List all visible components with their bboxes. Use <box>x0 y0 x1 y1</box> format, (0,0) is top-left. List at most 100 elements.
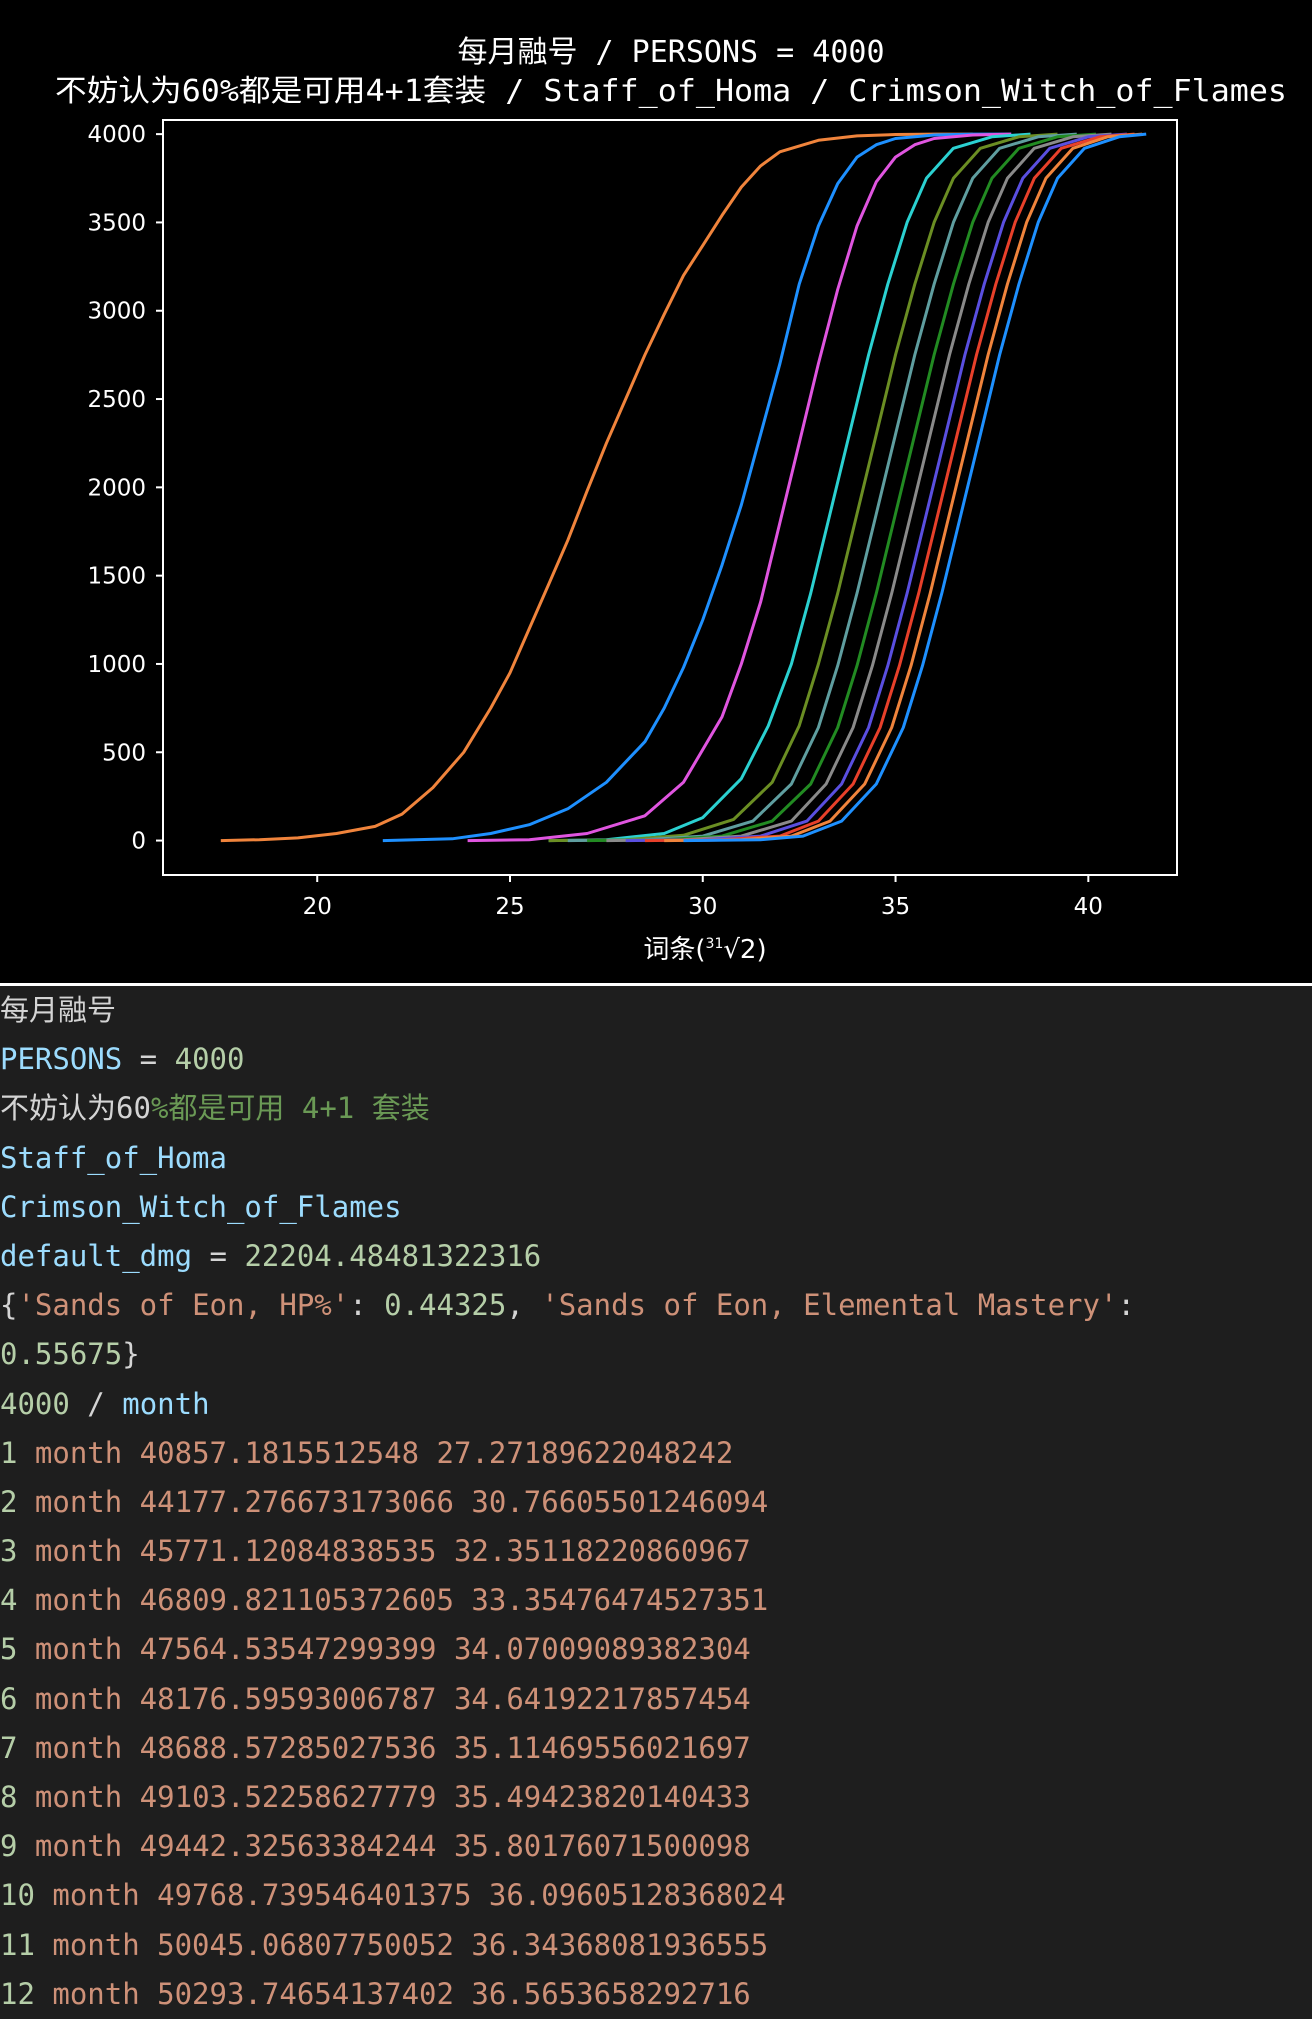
console-text-segment: 1 <box>0 1435 18 1470</box>
console-text-segment: month 40857.1815512548 27.27189622048242 <box>17 1435 734 1470</box>
console-line: 10 month 49768.739546401375 36.096051283… <box>0 1871 1312 1920</box>
console-text-segment: default_dmg <box>0 1238 193 1273</box>
console-text-segment: 8 <box>0 1780 18 1814</box>
console-text-segment: 60 <box>116 1091 151 1126</box>
console-line: 不妨认为60%都是可用 4+1 套装 <box>0 1084 1312 1133</box>
console-text-segment: 每月融号 <box>0 993 117 1027</box>
series-line-2 <box>382 132 1012 843</box>
y-tick-label: 2000 <box>87 475 146 501</box>
console-line: 每月融号 <box>0 986 1312 1035</box>
y-tick-label: 2500 <box>87 387 146 413</box>
x-tick-label: 20 <box>303 894 332 920</box>
console-text-segment: 6 <box>0 1681 18 1716</box>
console-line: {'Sands of Eon, HP%': 0.44325, 'Sands of… <box>0 1281 1312 1330</box>
console-line: 3 month 45771.12084838535 32.35118220860… <box>0 1527 1312 1576</box>
console-text-segment: %都是可用 4+1 套装 <box>150 1091 430 1126</box>
y-tick-label: 3500 <box>87 210 146 236</box>
console-line: 2 month 44177.276673173066 30.7660550124… <box>0 1478 1312 1527</box>
console-text-segment: 0.55675 <box>0 1337 123 1372</box>
console-text-segment: 11 <box>0 1927 35 1962</box>
y-tick-label: 3000 <box>87 299 146 325</box>
plot-frame <box>162 119 1178 876</box>
console-text-segment: 22204.48481322316 <box>244 1238 542 1273</box>
console-text-segment: 12 <box>0 1976 35 2011</box>
console-line: 12 month 50293.74654137402 36.5653658292… <box>0 1970 1312 2019</box>
console-line: 9 month 49442.32563384244 35.80176071500… <box>0 1822 1312 1871</box>
console-line: Staff_of_Homa <box>0 1134 1312 1183</box>
console-line: 5 month 47564.53547299399 34.07009089382… <box>0 1625 1312 1674</box>
series-line-9 <box>625 132 1128 843</box>
y-tick-label: 1000 <box>87 652 146 678</box>
series-line-4 <box>548 132 1031 843</box>
console-text-segment: 3 <box>0 1534 18 1569</box>
series-line-1 <box>220 132 973 843</box>
series-line-3 <box>467 132 1012 843</box>
console-text-segment: PERSONS <box>0 1042 123 1077</box>
x-axis-label-index: 31 <box>706 936 724 952</box>
console-line: 0.55675} <box>0 1330 1312 1379</box>
chart-panel: 每月融号 / PERSONS = 4000 不妨认为60%都是可用4+1套装 /… <box>0 0 1312 983</box>
console-text-segment: 'Sands of Eon, HP%' <box>17 1288 350 1323</box>
console-text-segment: / <box>69 1386 123 1421</box>
console-text-segment: month 48176.59593006787 34.6419221785745… <box>17 1681 751 1716</box>
console-text-segment: 5 <box>0 1632 18 1667</box>
console-text-segment: 2 <box>0 1484 18 1519</box>
chart-title-line2: 不妨认为60%都是可用4+1套装 / Staff_of_Homa / Crims… <box>55 74 1287 109</box>
x-axis-label: 词条(31√2) <box>643 935 766 965</box>
console-line: 6 month 48176.59593006787 34.64192217857… <box>0 1675 1312 1724</box>
console-text-segment: { <box>0 1288 18 1323</box>
x-axis-label-radical: √2) <box>723 935 766 965</box>
console-text-segment: , <box>506 1288 542 1323</box>
console-text-segment: month <box>122 1386 210 1421</box>
console-line: 1 month 40857.1815512548 27.271896220482… <box>0 1429 1312 1478</box>
console-text-segment: month 49768.739546401375 36.096051283680… <box>34 1878 786 1913</box>
console-text-segment: month 45771.12084838535 32.3511822086096… <box>17 1534 751 1569</box>
console-line: default_dmg = 22204.48481322316 <box>0 1232 1312 1281</box>
console-text-segment: = <box>192 1238 245 1273</box>
series-line-11 <box>664 132 1143 843</box>
console-line: 11 month 50045.06807750052 36.3436808193… <box>0 1921 1312 1970</box>
series-line-8 <box>606 132 1112 843</box>
console-text-segment: month 46809.821105372605 33.354764745273… <box>17 1583 769 1618</box>
x-tick-label: 40 <box>1074 894 1103 920</box>
series-line-7 <box>587 132 1097 843</box>
console-text-segment: 4000 <box>174 1042 245 1077</box>
console-text-segment: month 49103.52258627779 35.4942382014043… <box>17 1780 751 1814</box>
x-tick-label: 25 <box>495 894 524 920</box>
y-tick-label: 0 <box>131 829 146 855</box>
console-text-segment: = <box>122 1042 175 1077</box>
panel-divider <box>0 983 1312 986</box>
y-tick-label: 4000 <box>87 122 146 148</box>
console-text-segment: 4000 <box>0 1386 70 1421</box>
console-text-segment: month 47564.53547299399 34.0700908938230… <box>17 1632 751 1667</box>
console-text-segment: month 50045.06807750052 36.3436808193655… <box>34 1927 769 1962</box>
console-line: 4 month 46809.821105372605 33.3547647452… <box>0 1576 1312 1625</box>
series-line-5 <box>548 132 1058 843</box>
chart-title-line1: 每月融号 / PERSONS = 4000 <box>457 35 884 70</box>
chart: 每月融号 / PERSONS = 4000 不妨认为60%都是可用4+1套装 /… <box>55 35 1287 965</box>
console-line: PERSONS = 4000 <box>0 1035 1312 1084</box>
console-text-segment: } <box>122 1337 140 1372</box>
console-text-segment: 9 <box>0 1829 18 1864</box>
console-text-segment: Crimson_Witch_of_Flames <box>0 1189 402 1224</box>
x-tick-label: 30 <box>688 894 717 920</box>
console-text-segment: 7 <box>0 1730 18 1765</box>
x-tick-label: 35 <box>881 894 910 920</box>
console-line: 4000 / month <box>0 1380 1312 1429</box>
x-axis-label-main: 词条( <box>643 935 705 965</box>
console-text-segment: 0.44325 <box>384 1288 507 1323</box>
plot-area <box>220 132 1147 843</box>
console-output: 每月融号 PERSONS = 4000 不妨认为60%都是可用 4+1 套装 Staf… <box>0 986 1312 2016</box>
console-text-segment: : <box>1117 1288 1135 1323</box>
console-text-segment: 'Sands of Eon, Elemental Mastery' <box>541 1288 1118 1323</box>
series-line-12 <box>683 132 1147 843</box>
console-text-segment: month 50293.74654137402 36.5653658292716 <box>34 1976 751 2011</box>
series-line-6 <box>567 132 1077 843</box>
console-text-segment: month 44177.276673173066 30.766055012460… <box>17 1484 769 1519</box>
axis-ticks: 20 25 30 35 40 0 500 1000 1500 2000 2500 3000 3500 40… <box>87 122 1103 920</box>
console-text-segment: month 49442.32563384244 35.8017607150009… <box>17 1829 751 1864</box>
console-line: 8 month 49103.52258627779 35.49423820140… <box>0 1773 1312 1822</box>
y-tick-label: 1500 <box>87 564 146 590</box>
console-line: Crimson_Witch_of_Flames <box>0 1183 1312 1232</box>
y-tick-label: 500 <box>102 740 146 766</box>
